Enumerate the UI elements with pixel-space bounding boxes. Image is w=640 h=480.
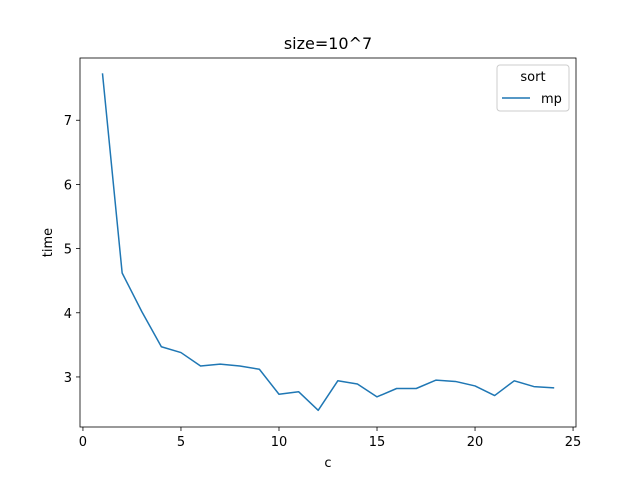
y-tick-label: 5 xyxy=(64,243,72,258)
legend-box xyxy=(496,64,570,112)
x-axis-label: c xyxy=(324,456,331,471)
series-line-mp xyxy=(101,73,555,412)
plot-area: 0 5 10 15 20 25 3 4 5 6 7 xyxy=(64,57,582,450)
x-tick-label: 25 xyxy=(565,435,582,450)
x-tick-label: 10 xyxy=(271,435,288,450)
y-tick-label: 4 xyxy=(64,307,72,322)
legend-label-mp: mp xyxy=(541,92,562,107)
x-tick-label: 0 xyxy=(79,435,87,450)
x-tick-label: 15 xyxy=(369,435,386,450)
legend-title: sort xyxy=(520,70,545,85)
y-tick-label: 3 xyxy=(64,371,72,386)
x-tick-label: 5 xyxy=(177,435,185,450)
y-tick-label: 7 xyxy=(64,114,72,129)
y-tick-label: 6 xyxy=(64,178,72,193)
x-tick-label: 20 xyxy=(467,435,484,450)
chart-title: size=10^7 xyxy=(284,34,372,53)
y-axis-label: time xyxy=(41,228,56,257)
axes-frame xyxy=(79,57,577,428)
legend: sort mp xyxy=(496,64,570,112)
